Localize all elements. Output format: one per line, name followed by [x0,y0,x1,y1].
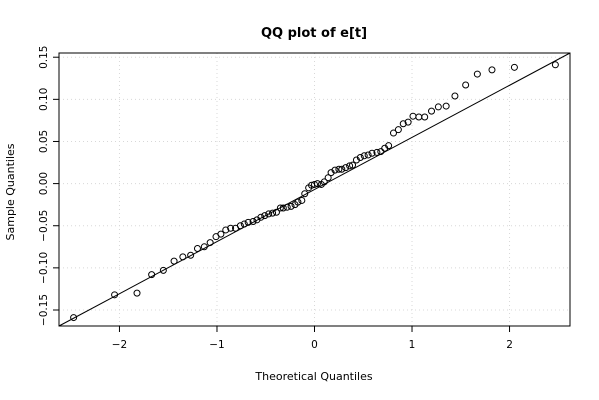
data-point [311,180,318,188]
data-point [394,126,402,134]
data-point [356,153,364,161]
data-point [206,239,214,247]
data-point [217,230,225,238]
data-point [283,203,291,211]
y-tick-label: −0.15 [38,294,50,326]
data-point [193,244,201,252]
data-point [364,151,372,159]
data-point [257,213,265,221]
x-tick-label: −1 [209,339,224,351]
data-point [200,243,208,251]
x-axis-label: Theoretical Quantiles [254,370,372,383]
data-point [510,63,518,71]
x-axis: −2 −1 0 1 2 [112,326,513,351]
data-point [179,253,187,261]
y-tick-label: 0.00 [38,172,50,195]
data-point [324,174,332,182]
data-point [488,66,496,74]
data-point [415,113,423,121]
y-tick-label: 0.05 [38,130,50,153]
data-point [360,152,368,160]
data-point [373,148,381,156]
data-point [320,178,328,186]
data-point [462,81,470,89]
data-point [240,220,248,228]
data-point [279,204,287,212]
data-point [399,120,407,128]
y-tick-label: −0.10 [38,252,50,284]
data-point [298,196,306,204]
data-point [236,222,244,230]
data-point [404,118,412,126]
data-point [187,251,195,259]
data-point [434,103,442,111]
y-tick-label: −0.05 [38,210,50,242]
data-point [227,224,235,232]
data-point [551,61,559,69]
data-point [313,180,321,188]
data-point [451,92,459,100]
reference-line [58,52,571,327]
data-point [265,210,273,218]
y-axis-label: Sample Quantiles [4,143,17,240]
data-point [159,266,167,274]
data-point [385,142,393,150]
data-point [335,165,343,173]
data-point [368,149,376,157]
x-tick-label: −2 [112,339,127,351]
y-tick-label: 0.10 [38,88,50,111]
data-point [111,291,119,299]
data-point [473,70,481,78]
y-tick-label: 0.15 [38,46,50,69]
x-tick-label: 0 [311,339,318,351]
data-point [276,204,284,212]
data-point [331,166,339,174]
data-point [170,257,178,265]
data-point [349,161,357,169]
data-point [342,164,350,172]
data-point [428,107,436,115]
data-point [421,113,429,121]
data-point [346,162,354,170]
y-axis: −0.15 −0.10 −0.05 0.00 0.05 0.10 0.15 [38,46,59,326]
x-tick-label: 1 [409,339,416,351]
data-point [287,202,295,210]
data-point [294,198,302,206]
data-point [222,226,230,234]
data-point [409,112,417,120]
data-point [133,289,141,297]
data-point [442,102,450,110]
data-point [338,165,346,173]
data-point [269,209,277,217]
data-point [249,218,257,226]
data-point [244,218,252,226]
data-point [272,208,280,216]
data-point [261,212,269,220]
data-point [148,271,156,279]
chart-title: QQ plot of e[t] [261,26,367,41]
data-points [70,61,559,322]
data-point [70,314,78,322]
x-tick-label: 2 [506,339,513,351]
data-point [301,190,309,198]
data-point [389,129,397,137]
